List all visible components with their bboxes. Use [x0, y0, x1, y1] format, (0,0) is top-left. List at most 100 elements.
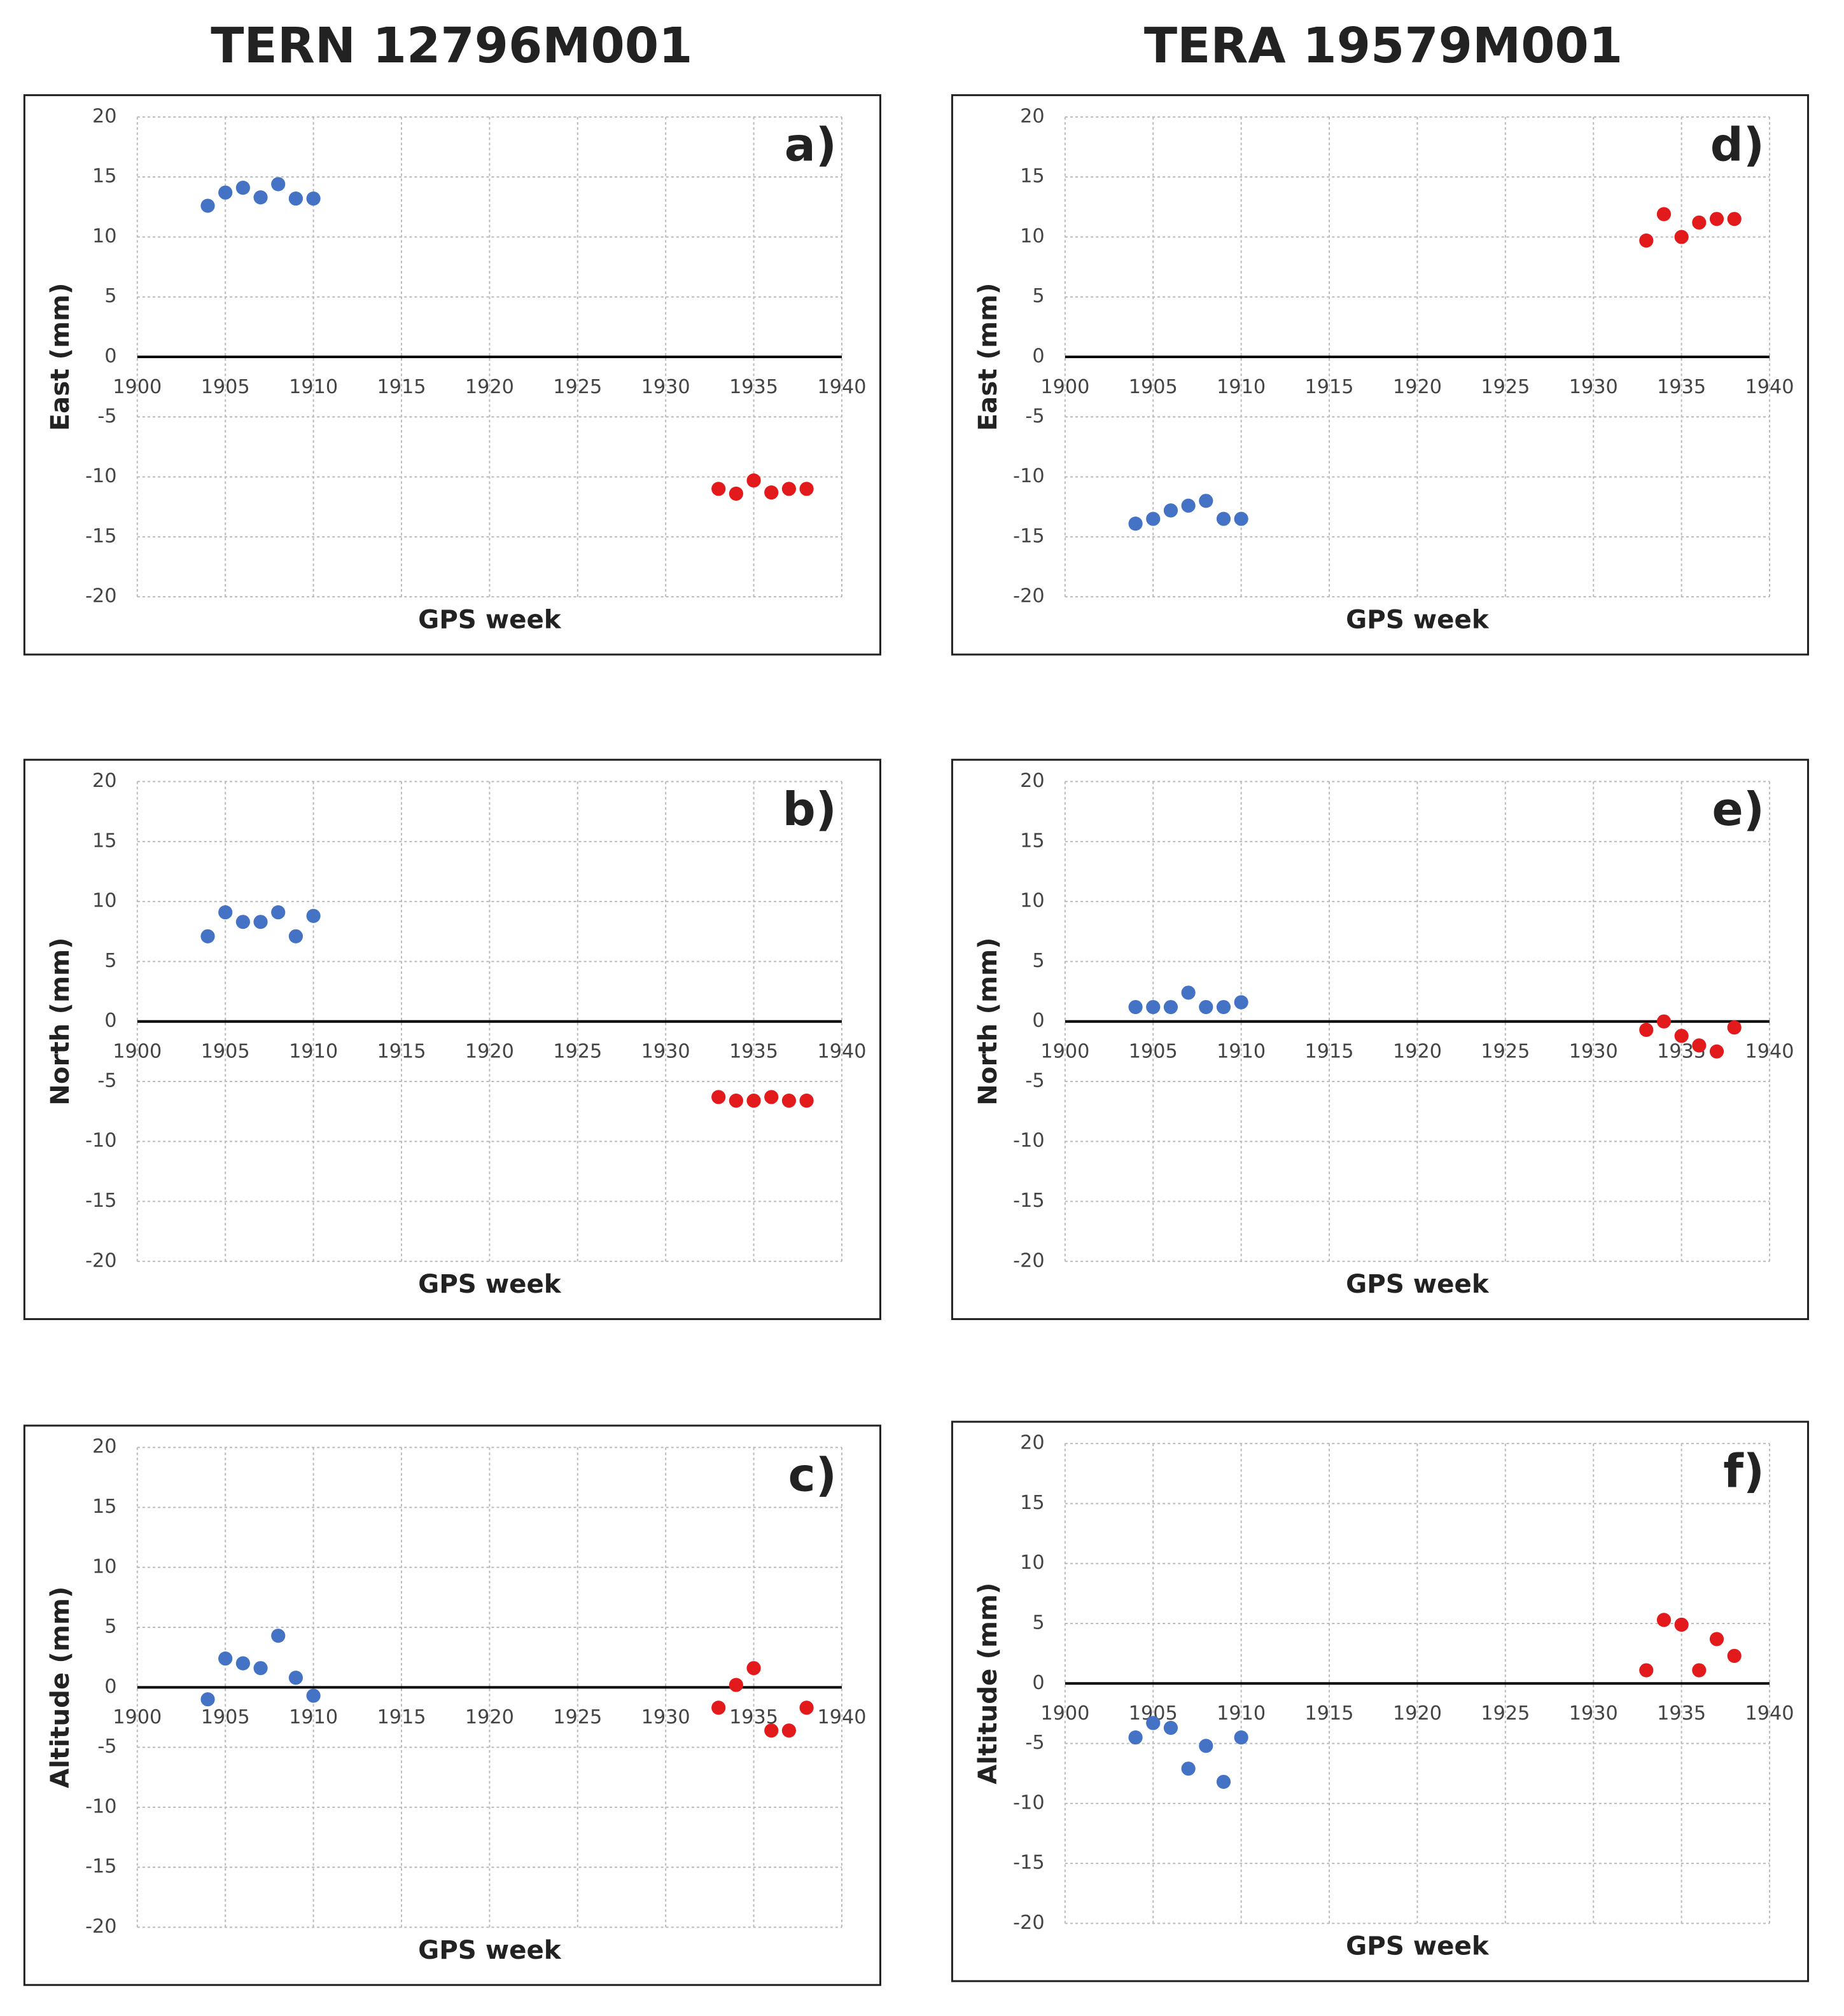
x-tick-label: 1900 [1040, 1702, 1089, 1725]
x-tick-label: 1935 [1657, 376, 1706, 398]
point [1692, 1663, 1707, 1678]
point [1656, 1014, 1672, 1029]
point [271, 177, 286, 191]
point [1656, 207, 1672, 221]
point [235, 915, 250, 929]
point [1216, 511, 1231, 526]
point [1692, 215, 1707, 230]
y-tick-label: 15 [92, 165, 117, 188]
point [306, 1688, 321, 1703]
y-tick-label: 20 [92, 1436, 117, 1458]
panel-label: c) [788, 1449, 837, 1503]
x-tick-label: 1920 [465, 376, 514, 398]
x-tick-label: 1905 [201, 376, 250, 398]
x-tick-label: 1940 [1745, 1041, 1794, 1063]
point [1656, 1613, 1672, 1627]
y-tick-label: -10 [1013, 465, 1044, 487]
x-tick-label: 1925 [553, 1041, 602, 1063]
x-axis-title: GPS week [1346, 604, 1490, 634]
point [764, 485, 779, 500]
point [1199, 1739, 1213, 1753]
y-tick-label: 0 [104, 1676, 116, 1698]
y-tick-label: -5 [1025, 405, 1044, 428]
y-tick-label: -15 [85, 1190, 116, 1212]
point [1216, 1774, 1231, 1790]
x-axis-title: GPS week [418, 1269, 562, 1299]
x-tick-label: 1920 [465, 1706, 514, 1728]
point [799, 1700, 814, 1715]
y-tick-label: 20 [92, 105, 117, 127]
y-axis-title: Altitude (mm) [45, 1587, 75, 1788]
point [1234, 1730, 1248, 1745]
point [253, 190, 268, 205]
point [1128, 517, 1143, 531]
x-tick-label: 1930 [1569, 376, 1618, 398]
panel-frame [951, 758, 1810, 1321]
x-tick-label: 1925 [1481, 1041, 1530, 1063]
point [218, 185, 233, 200]
x-tick-label: 1900 [113, 1041, 162, 1063]
point [711, 1700, 726, 1715]
panel-frame [23, 1424, 881, 1986]
point [200, 1692, 215, 1707]
point [729, 1094, 743, 1108]
y-tick-label: 20 [1020, 105, 1045, 127]
point [306, 191, 321, 206]
point [1146, 511, 1161, 526]
point [218, 905, 233, 920]
x-tick-label: 1900 [113, 376, 162, 398]
point [1163, 1720, 1178, 1735]
x-tick-label: 1920 [1393, 1702, 1442, 1725]
point [288, 1671, 303, 1685]
point [1181, 985, 1196, 1000]
y-tick-label: 10 [1020, 1552, 1045, 1574]
x-tick-label: 1940 [817, 1041, 866, 1063]
y-axis-title: East (mm) [973, 283, 1003, 431]
point [729, 1678, 743, 1692]
point [1181, 498, 1196, 513]
point [288, 191, 303, 206]
y-tick-label: -10 [85, 1795, 116, 1818]
point [1709, 212, 1724, 226]
y-tick-label: -5 [1025, 1732, 1044, 1754]
point [764, 1723, 779, 1738]
x-tick-label: 1925 [553, 1706, 602, 1728]
x-axis-title: GPS week [418, 1935, 562, 1965]
point [1692, 1038, 1707, 1053]
y-tick-label: -20 [85, 585, 116, 608]
point [1709, 1044, 1724, 1059]
point [711, 1090, 726, 1104]
y-tick-label: 15 [1020, 165, 1045, 188]
x-tick-label: 1905 [1129, 376, 1178, 398]
point [1727, 1020, 1742, 1035]
x-tick-label: 1910 [289, 376, 338, 398]
y-tick-label: 5 [104, 1616, 116, 1638]
x-tick-label: 1915 [1305, 376, 1354, 398]
y-tick-label: 20 [92, 770, 117, 792]
point [799, 482, 814, 496]
point [271, 905, 286, 920]
panel-frame [23, 758, 881, 1321]
y-tick-label: -15 [1013, 1190, 1044, 1212]
column-title: TERA 19579M001 [1144, 18, 1623, 74]
y-tick-label: 20 [1020, 770, 1045, 792]
x-tick-label: 1930 [1569, 1702, 1618, 1725]
point [253, 1661, 268, 1676]
point [1639, 233, 1654, 248]
y-tick-label: -10 [85, 1130, 116, 1152]
y-tick-label: 5 [1032, 1612, 1044, 1634]
y-tick-label: -10 [1013, 1130, 1044, 1152]
x-axis-title: GPS week [418, 604, 562, 634]
y-tick-label: -20 [1013, 1912, 1044, 1934]
x-tick-label: 1935 [729, 1041, 778, 1063]
point [1709, 1632, 1724, 1646]
x-axis-title: GPS week [1346, 1269, 1490, 1299]
x-tick-label: 1900 [1040, 376, 1089, 398]
x-tick-label: 1910 [1217, 1702, 1266, 1725]
x-tick-label: 1940 [1745, 376, 1794, 398]
x-tick-label: 1925 [1481, 376, 1530, 398]
point [746, 1661, 761, 1676]
point [711, 482, 726, 496]
